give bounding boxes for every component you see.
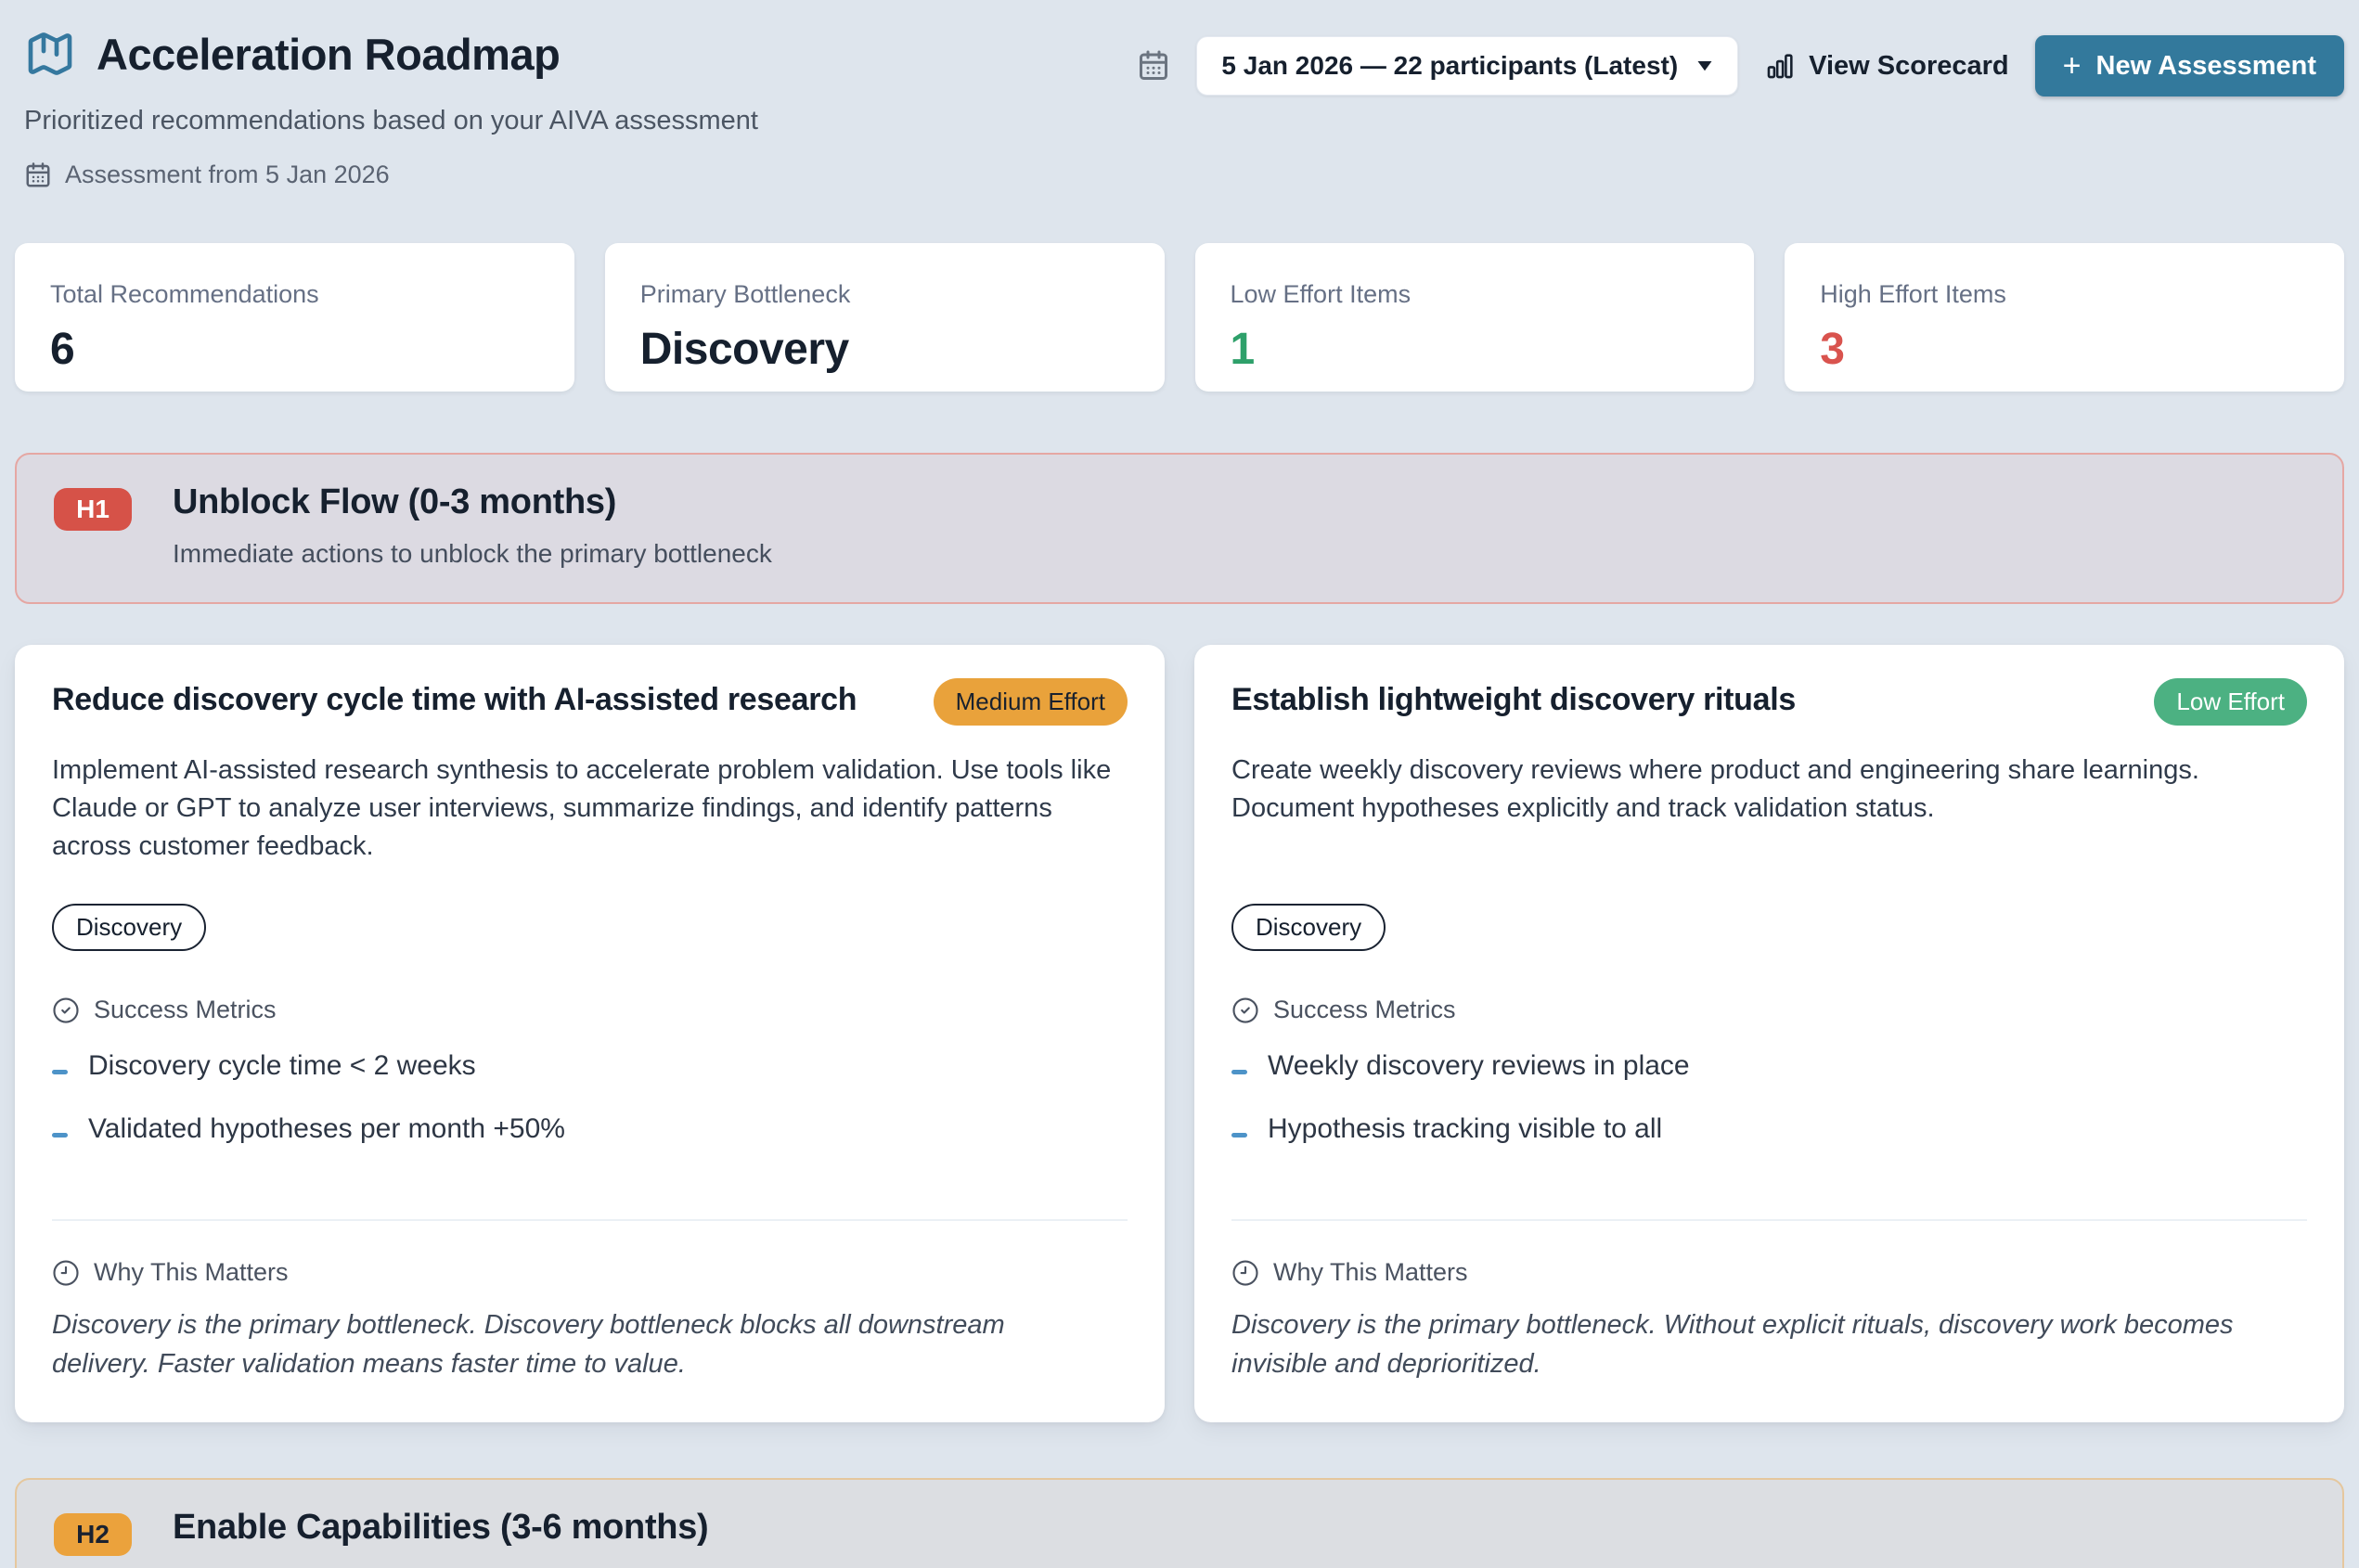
h2-text-block: Enable Capabilities (3-6 months) Capabil… — [173, 1508, 718, 1568]
card-header: Establish lightweight discovery rituals … — [1231, 675, 2307, 726]
assessment-date-selector[interactable]: 5 Jan 2026 — 22 participants (Latest) — [1196, 36, 1739, 96]
new-assessment-label: New Assessment — [2095, 50, 2316, 81]
h2-badge: H2 — [54, 1513, 132, 1557]
metric-text: Discovery cycle time < 2 weeks — [88, 1050, 476, 1081]
success-metrics-label: Success Metrics — [94, 996, 277, 1023]
dash-bullet-icon — [52, 1070, 68, 1074]
stat-card-total-recommendations: Total Recommendations 6 — [15, 243, 574, 392]
success-metrics-heading: Success Metrics — [52, 996, 1128, 1024]
recommendation-cards-row: Reduce discovery cycle time with AI-assi… — [15, 645, 2344, 1423]
stat-label: Total Recommendations — [50, 280, 319, 308]
success-metrics-heading: Success Metrics — [1231, 996, 2307, 1024]
why-this-matters-label: Why This Matters — [94, 1258, 289, 1286]
calendar-icon — [1137, 49, 1170, 83]
circle-check-icon — [52, 996, 80, 1024]
title-line: Acceleration Roadmap — [24, 28, 758, 80]
metric-item: Validated hypotheses per month +50% — [52, 1113, 1128, 1145]
success-metrics-label: Success Metrics — [1273, 996, 1456, 1023]
stat-card-low-effort-items: Low Effort Items 1 — [1194, 243, 1755, 392]
clock-icon — [52, 1259, 80, 1287]
new-assessment-button[interactable]: + New Assessment — [2034, 35, 2344, 96]
horizon-banner-h1: H1 Unblock Flow (0-3 months) Immediate a… — [15, 453, 2344, 604]
recommendation-card: Establish lightweight discovery rituals … — [1194, 645, 2344, 1423]
why-this-matters-label: Why This Matters — [1273, 1258, 1468, 1286]
why-this-matters-heading: Why This Matters — [1231, 1258, 2307, 1287]
category-tag: Discovery — [1231, 904, 1386, 951]
stat-card-primary-bottleneck: Primary Bottleneck Discovery — [604, 243, 1165, 392]
view-scorecard-button[interactable]: View Scorecard — [1764, 50, 2009, 82]
recommendation-card: Reduce discovery cycle time with AI-assi… — [15, 645, 1165, 1423]
assessment-date-line: Assessment from 5 Jan 2026 — [24, 161, 758, 189]
h1-title: Unblock Flow (0-3 months) — [173, 482, 617, 521]
why-this-matters-heading: Why This Matters — [52, 1258, 1128, 1287]
stat-label: Low Effort Items — [1230, 280, 1412, 308]
metric-item: Weekly discovery reviews in place — [1231, 1050, 2307, 1082]
effort-badge: Medium Effort — [933, 678, 1128, 726]
page-title: Acceleration Roadmap — [97, 29, 561, 79]
metric-text: Weekly discovery reviews in place — [1268, 1050, 1690, 1081]
bar-chart-icon — [1764, 50, 1796, 82]
toolbar: 5 Jan 2026 — 22 participants (Latest) Vi… — [1137, 35, 2344, 96]
clock-icon — [1231, 1259, 1259, 1287]
dash-bullet-icon — [1231, 1133, 1247, 1137]
why-this-matters-text: Discovery is the primary bottleneck. Dis… — [52, 1310, 1005, 1380]
view-scorecard-label: View Scorecard — [1809, 50, 2009, 81]
h1-text-block: Unblock Flow (0-3 months) Immediate acti… — [173, 482, 772, 569]
calendar-icon — [24, 161, 52, 189]
chevron-down-icon — [1696, 59, 1713, 72]
h2-subtitle: Capability investments to enable sustain… — [173, 1564, 718, 1568]
plus-icon: + — [2062, 48, 2082, 84]
recommendation-description: Implement AI-assisted research synthesis… — [52, 755, 1112, 862]
stat-value: 6 — [50, 325, 75, 374]
metric-text: Hypothesis tracking visible to all — [1268, 1113, 1663, 1144]
card-divider — [52, 1219, 1128, 1221]
card-divider — [1231, 1219, 2307, 1221]
stat-label: High Effort Items — [1820, 280, 2006, 308]
recommendation-description: Create weekly discovery reviews where pr… — [1231, 755, 2199, 824]
stat-value: 1 — [1230, 325, 1256, 374]
metric-item: Discovery cycle time < 2 weeks — [52, 1050, 1128, 1082]
h1-badge: H1 — [54, 488, 132, 531]
dash-bullet-icon — [1231, 1070, 1247, 1074]
h1-subtitle: Immediate actions to unblock the primary… — [173, 539, 772, 568]
page-subtitle: Prioritized recommendations based on you… — [24, 106, 758, 135]
h2-title: Enable Capabilities (3-6 months) — [173, 1508, 709, 1548]
page-header: Acceleration Roadmap Prioritized recomme… — [15, 28, 2344, 189]
stat-card-high-effort-items: High Effort Items 3 — [1785, 243, 2344, 392]
stat-value: 3 — [1820, 325, 1845, 374]
category-tag: Discovery — [52, 904, 207, 951]
recommendation-title: Establish lightweight discovery rituals — [1231, 682, 1797, 717]
assessment-date-text: Assessment from 5 Jan 2026 — [65, 161, 390, 188]
stat-value: Discovery — [639, 325, 849, 374]
metric-text: Validated hypotheses per month +50% — [88, 1113, 565, 1144]
why-this-matters-text: Discovery is the primary bottleneck. Wit… — [1231, 1310, 2234, 1380]
metrics-list: Discovery cycle time < 2 weeks Validated… — [52, 1050, 1128, 1171]
recommendation-title: Reduce discovery cycle time with AI-assi… — [52, 682, 857, 717]
stats-row: Total Recommendations 6 Primary Bottlene… — [15, 243, 2344, 392]
card-header: Reduce discovery cycle time with AI-assi… — [52, 675, 1128, 726]
stat-label: Primary Bottleneck — [639, 280, 851, 308]
circle-check-icon — [1231, 996, 1259, 1024]
dash-bullet-icon — [52, 1133, 68, 1137]
horizon-banner-h2: H2 Enable Capabilities (3-6 months) Capa… — [15, 1478, 2344, 1568]
date-selector-value: 5 Jan 2026 — 22 participants (Latest) — [1221, 51, 1679, 80]
metrics-list: Weekly discovery reviews in place Hypoth… — [1231, 1050, 2307, 1171]
map-icon — [24, 28, 76, 80]
effort-badge: Low Effort — [2154, 678, 2307, 726]
metric-item: Hypothesis tracking visible to all — [1231, 1113, 2307, 1145]
header-left: Acceleration Roadmap Prioritized recomme… — [24, 28, 758, 189]
